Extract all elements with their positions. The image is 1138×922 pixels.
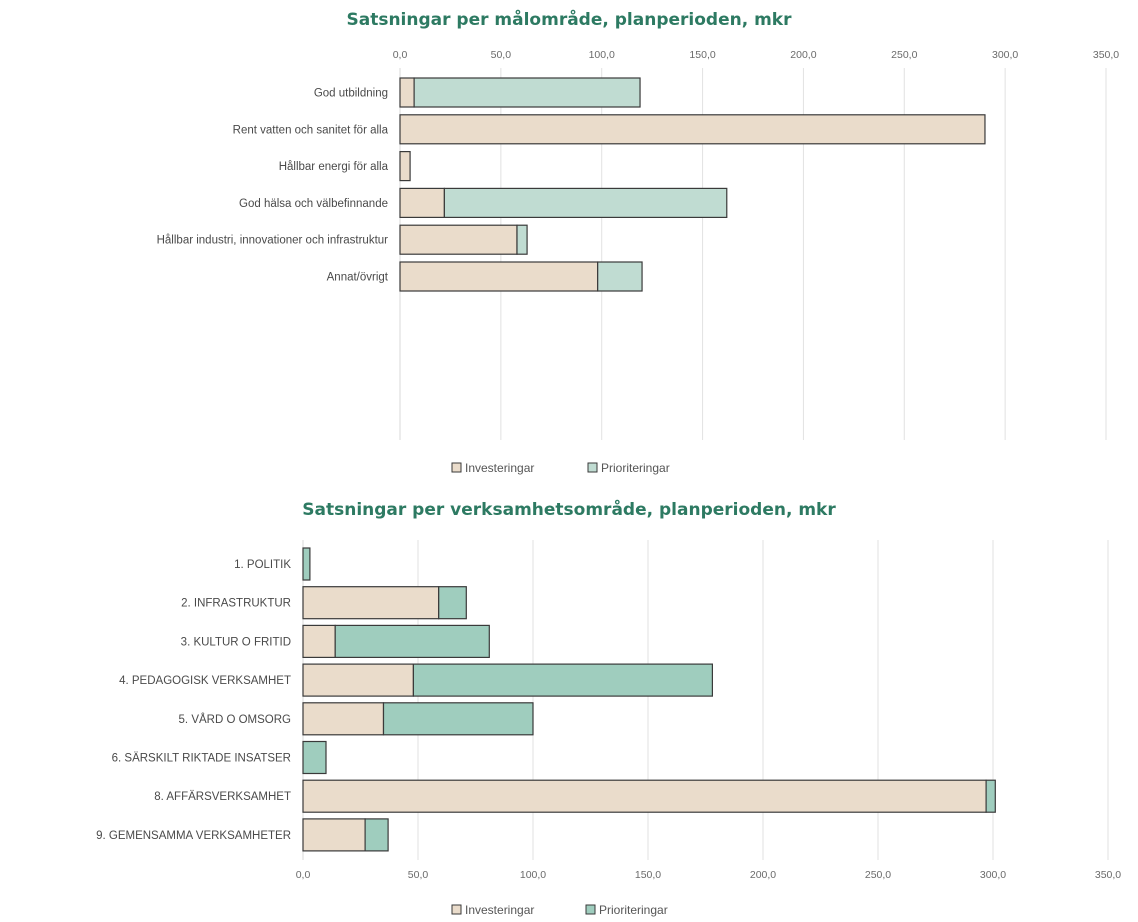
- chart2-bar-investeringar: [302, 663, 415, 697]
- chart2-bar-prioriteringar: [334, 624, 490, 659]
- chart1-category-label: Hållbar industri, innovationer och infra…: [157, 235, 389, 247]
- chart1-tick-label: 150,0: [689, 49, 715, 61]
- chart1-category-label: God utbildning: [314, 88, 388, 100]
- chart1-category-label: God hälsa och välbefinnande: [239, 198, 388, 210]
- chart2-category-label: 8. AFFÄRSVERKSAMHET: [154, 791, 291, 803]
- chart1-bar-investeringar: [399, 151, 411, 182]
- chart2-bar-prioriteringar: [382, 702, 534, 736]
- chart2-bar-prioriteringar: [302, 740, 327, 775]
- chart1-tick-label: 350,0: [1093, 49, 1119, 61]
- chart2-tick-label: 150,0: [635, 869, 661, 881]
- chart2-bar-prioriteringar: [412, 663, 713, 697]
- chart1-tick-label: 200,0: [790, 49, 816, 61]
- chart1-legend-label: Prioriteringar: [601, 461, 670, 475]
- chart2-tick-label: 50,0: [408, 869, 429, 881]
- chart1-bar-investeringar: [399, 224, 518, 255]
- chart2-category-label: 5. VÅRD O OMSORG: [179, 713, 292, 726]
- chart2-title: Satsningar per verksamhetsområde, planpe…: [302, 500, 836, 520]
- chart1-bar-prioriteringar: [443, 187, 728, 218]
- chart2-tick-label: 350,0: [1095, 869, 1121, 881]
- chart2-bar-investeringar: [302, 818, 366, 852]
- chart1-title: Satsningar per målområde, planperioden, …: [346, 10, 792, 30]
- chart2-tick-label: 250,0: [865, 869, 891, 881]
- chart2-bar-prioriteringar: [985, 779, 996, 813]
- chart1-tick-label: 0,0: [393, 49, 408, 61]
- chart2-category-label: 9. GEMENSAMMA VERKSAMHETER: [96, 830, 291, 842]
- chart2-tick-label: 0,0: [296, 869, 311, 881]
- chart2-tick-label: 300,0: [980, 869, 1006, 881]
- chart1-tick-label: 250,0: [891, 49, 917, 61]
- chart1-bar-investeringar: [399, 114, 986, 145]
- chart1-legend-swatch: [451, 462, 462, 473]
- chart2-legend-swatch: [585, 904, 596, 915]
- chart1-legend-swatch: [587, 462, 598, 473]
- chart2-bar-investeringar: [302, 702, 385, 736]
- chart1-tick-label: 300,0: [992, 49, 1018, 61]
- chart1-category-label: Hållbar energi för alla: [279, 161, 389, 173]
- chart2-tick-label: 200,0: [750, 869, 776, 881]
- chart2-legend-swatch: [451, 904, 462, 915]
- chart2-bar-prioriteringar: [364, 818, 389, 852]
- chart2-bar-investeringar: [302, 586, 440, 620]
- chart1-bar-prioriteringar: [597, 261, 643, 292]
- chart1-category-label: Rent vatten och sanitet för alla: [233, 124, 389, 136]
- chart2-category-label: 2. INFRASTRUKTUR: [181, 598, 291, 610]
- chart2-category-label: 4. PEDAGOGISK VERKSAMHET: [119, 675, 291, 687]
- chart1-bar-investeringar: [399, 187, 445, 218]
- chart1-legend-label: Investeringar: [465, 461, 534, 475]
- chart2-bar-prioriteringar: [302, 547, 311, 581]
- chart2-category-label: 3. KULTUR O FRITID: [181, 636, 291, 648]
- chart1-bar-prioriteringar: [516, 224, 528, 255]
- chart2-tick-label: 100,0: [520, 869, 546, 881]
- chart2-category-label: 6. SÄRSKILT RIKTADE INSATSER: [112, 753, 291, 765]
- chart1-category-label: Annat/övrigt: [327, 272, 389, 284]
- chart2-legend-label: Investeringar: [465, 903, 534, 917]
- chart1-bar-prioriteringar: [413, 77, 641, 108]
- chart2-bar-prioriteringar: [438, 586, 467, 620]
- chart1-tick-label: 50,0: [491, 49, 512, 61]
- chart2-bar-investeringar: [302, 624, 336, 659]
- chart2-category-label: 1. POLITIK: [234, 559, 291, 571]
- chart2-legend-label: Prioriteringar: [599, 903, 668, 917]
- chart2-bar-investeringar: [302, 779, 987, 813]
- chart1-bar-investeringar: [399, 261, 599, 292]
- chart1-tick-label: 100,0: [589, 49, 615, 61]
